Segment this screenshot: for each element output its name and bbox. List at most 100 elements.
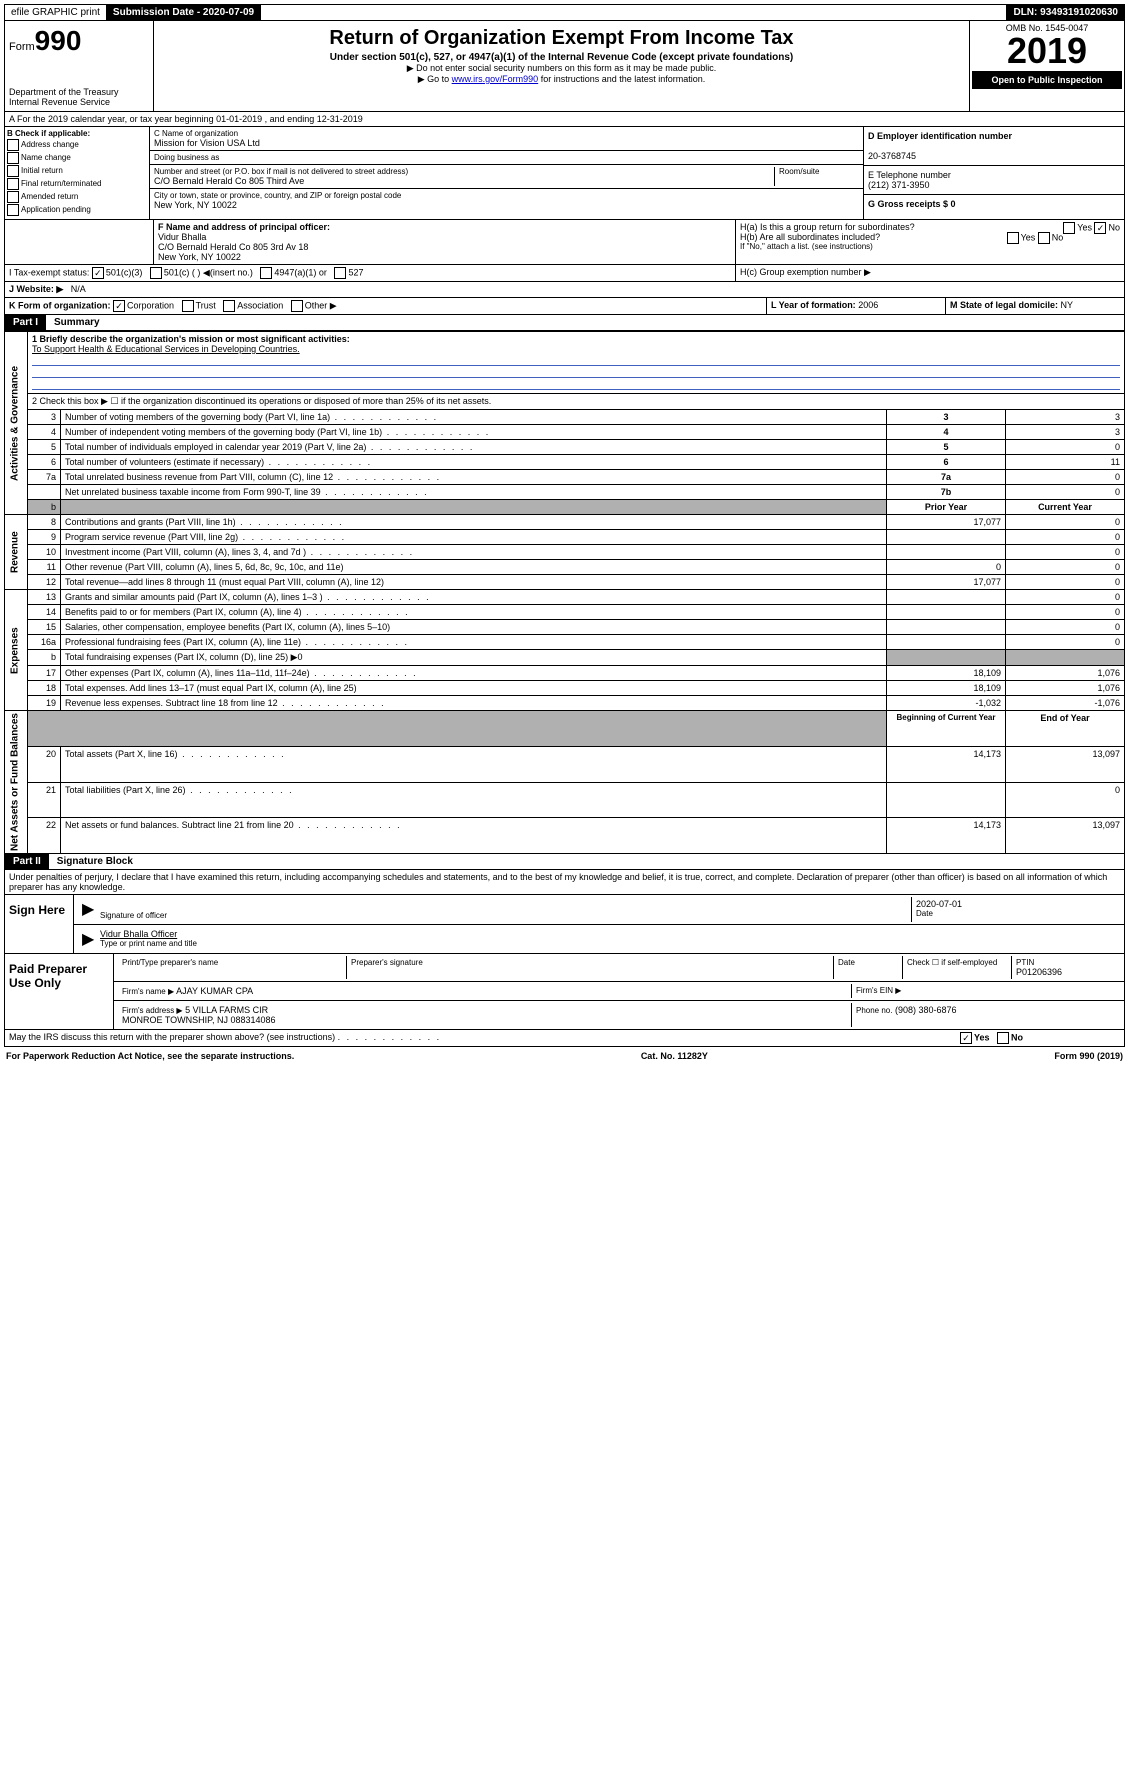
header-left: Form990 Department of the Treasury Inter… xyxy=(5,21,154,111)
h-c: H(c) Group exemption number ▶ xyxy=(736,265,1124,281)
gov-row: 3Number of voting members of the governi… xyxy=(5,410,1125,425)
org-name-row: C Name of organization Mission for Visio… xyxy=(150,127,863,151)
ein-label: D Employer identification number xyxy=(868,131,1012,141)
addr-label: Number and street (or P.O. box if mail i… xyxy=(154,167,774,176)
klm-row: K Form of organization: ✓Corporation Tru… xyxy=(4,298,1125,315)
form-num-bold: 990 xyxy=(35,25,82,56)
f-h-row: F Name and address of principal officer:… xyxy=(4,220,1125,265)
mission-text: To Support Health & Educational Services… xyxy=(32,344,300,354)
box-f: F Name and address of principal officer:… xyxy=(154,220,736,264)
form-subtitle: Under section 501(c), 527, or 4947(a)(1)… xyxy=(158,52,965,63)
top-bar: efile GRAPHIC print Submission Date - 20… xyxy=(4,4,1125,21)
gross-receipts: G Gross receipts $ 0 xyxy=(868,199,956,209)
sig-officer-label: Signature of officer xyxy=(100,911,907,920)
spacer xyxy=(261,5,1007,20)
ptin-cell: PTIN P01206396 xyxy=(1012,956,1120,979)
box-j: J Website: ▶ N/A xyxy=(5,282,1124,297)
ptin-value: P01206396 xyxy=(1016,967,1116,977)
chk-name[interactable]: Name change xyxy=(7,152,147,164)
firm-name: AJAY KUMAR CPA xyxy=(176,986,253,996)
sig-date: 2020-07-01 xyxy=(916,899,1116,909)
exp-row: 16aProfessional fundraising fees (Part I… xyxy=(5,635,1125,650)
prep-date-label: Date xyxy=(834,956,903,979)
chk-initial[interactable]: Initial return xyxy=(7,165,147,177)
entity-block: B Check if applicable: Address change Na… xyxy=(4,127,1125,220)
sign-here-label: Sign Here xyxy=(5,895,74,953)
part2-badge: Part II xyxy=(5,854,49,869)
officer-name: Vidur Bhalla Officer xyxy=(100,929,177,939)
chk-address[interactable]: Address change xyxy=(7,139,147,151)
tax-year: 2019 xyxy=(972,33,1122,69)
h-a: H(a) Is this a group return for subordin… xyxy=(740,222,1120,232)
prior-year-header: Prior Year xyxy=(887,500,1006,515)
form-title: Return of Organization Exempt From Incom… xyxy=(158,27,965,50)
exp-row: 17Other expenses (Part IX, column (A), l… xyxy=(5,666,1125,681)
entity-right: D Employer identification number 20-3768… xyxy=(864,127,1124,219)
chk-final[interactable]: Final return/terminated xyxy=(7,178,147,190)
box-g: G Gross receipts $ 0 xyxy=(864,195,1124,213)
self-employed-check[interactable]: Check ☐ if self-employed xyxy=(903,956,1012,979)
vert-revenue: Revenue xyxy=(5,515,28,590)
prep-name-label: Print/Type preparer's name xyxy=(118,956,347,979)
efile-label: efile GRAPHIC print xyxy=(5,5,107,20)
firm-ein-label: Firm's EIN ▶ xyxy=(852,984,1120,998)
paid-preparer-label: Paid Preparer Use Only xyxy=(5,954,114,1029)
dba-label: Doing business as xyxy=(154,153,859,162)
dept-treasury: Department of the Treasury Internal Reve… xyxy=(9,87,149,107)
current-year-header: Current Year xyxy=(1006,500,1125,515)
website-value: N/A xyxy=(71,284,86,294)
exp-row: 14Benefits paid to or for members (Part … xyxy=(5,605,1125,620)
note-link: ▶ Go to www.irs.gov/Form990 for instruct… xyxy=(158,74,965,85)
chk-amended[interactable]: Amended return xyxy=(7,191,147,203)
part1-title: Summary xyxy=(46,315,108,330)
net-row: 20Total assets (Part X, line 16)14,17313… xyxy=(5,746,1125,782)
f-addr: C/O Bernald Herald Co 805 3rd Av 18 New … xyxy=(158,242,308,262)
vert-net: Net Assets or Fund Balances xyxy=(5,711,28,854)
f-label: F Name and address of principal officer: xyxy=(158,222,330,232)
footer-left: For Paperwork Reduction Act Notice, see … xyxy=(6,1051,294,1061)
header-center: Return of Organization Exempt From Incom… xyxy=(154,21,969,111)
sig-line-1: ▶ Signature of officer 2020-07-01 Date xyxy=(74,895,1124,925)
form-number: Form990 xyxy=(9,25,149,57)
note-ssn: ▶ Do not enter social security numbers o… xyxy=(158,63,965,74)
rev-row: 10Investment income (Part VIII, column (… xyxy=(5,545,1125,560)
discuss-answer: ✓Yes No xyxy=(956,1030,1124,1046)
box-i: I Tax-exempt status: ✓501(c)(3) 501(c) (… xyxy=(5,265,736,281)
prep-line-2: Firm's name ▶ AJAY KUMAR CPA Firm's EIN … xyxy=(114,982,1124,1001)
dln: DLN: 93493191020630 xyxy=(1007,5,1124,20)
sig-line-2: ▶ Vidur Bhalla Officer Type or print nam… xyxy=(74,925,1124,953)
net-row: 21Total liabilities (Part X, line 26)0 xyxy=(5,782,1125,818)
prep-line-3: Firm's address ▶ 5 VILLA FARMS CIR MONRO… xyxy=(114,1001,1124,1029)
exp-row: 15Salaries, other compensation, employee… xyxy=(5,620,1125,635)
gov-row: 5Total number of individuals employed in… xyxy=(5,440,1125,455)
vert-governance: Activities & Governance xyxy=(5,332,28,515)
discuss-row: May the IRS discuss this return with the… xyxy=(4,1030,1125,1047)
chk-pending[interactable]: Application pending xyxy=(7,204,147,216)
begin-year-header: Beginning of Current Year xyxy=(887,711,1006,747)
note2-prefix: ▶ Go to xyxy=(418,74,452,84)
org-name: Mission for Vision USA Ltd xyxy=(154,138,859,148)
prep-sig-label: Preparer's signature xyxy=(347,956,834,979)
part1-badge: Part I xyxy=(5,315,46,330)
box-k: K Form of organization: ✓Corporation Tru… xyxy=(5,298,767,314)
box-l: L Year of formation: 2006 xyxy=(767,298,946,314)
irs-link[interactable]: www.irs.gov/Form990 xyxy=(452,74,539,84)
page-footer: For Paperwork Reduction Act Notice, see … xyxy=(4,1047,1125,1065)
f-spacer xyxy=(5,220,154,264)
city-value: New York, NY 10022 xyxy=(154,200,859,210)
firm-phone: (908) 380-6876 xyxy=(895,1005,957,1015)
footer-center: Cat. No. 11282Y xyxy=(641,1051,708,1061)
part1-table: Activities & Governance 1 Briefly descri… xyxy=(4,331,1125,854)
city-row: City or town, state or province, country… xyxy=(150,189,863,212)
box-e: E Telephone number (212) 371-3950 xyxy=(864,166,1124,195)
box-m: M State of legal domicile: NY xyxy=(946,298,1124,314)
vert-expenses: Expenses xyxy=(5,590,28,711)
box-d: D Employer identification number 20-3768… xyxy=(864,127,1124,166)
header-right: OMB No. 1545-0047 2019 Open to Public In… xyxy=(969,21,1124,111)
dba-row: Doing business as xyxy=(150,151,863,165)
phone-label: E Telephone number xyxy=(868,170,951,180)
line1: 1 Briefly describe the organization's mi… xyxy=(28,332,1125,394)
discuss-text: May the IRS discuss this return with the… xyxy=(5,1030,956,1046)
gov-row: 7aTotal unrelated business revenue from … xyxy=(5,470,1125,485)
phone-value: (212) 371-3950 xyxy=(868,180,930,190)
